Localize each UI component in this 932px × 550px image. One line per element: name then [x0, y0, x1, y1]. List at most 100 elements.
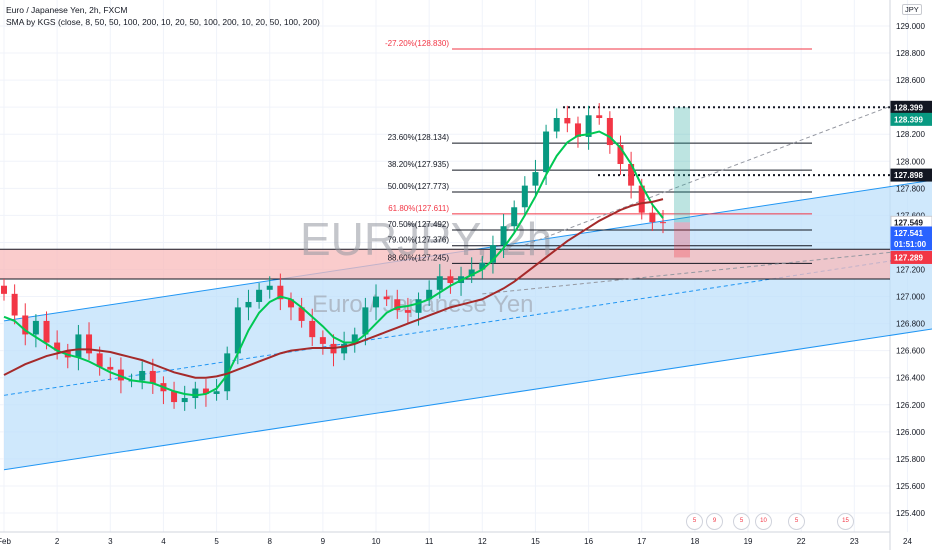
fib-label: 79.00%(127.376) — [388, 236, 450, 245]
time-tick-label: 4 — [161, 537, 166, 546]
time-tick-label: 9 — [321, 537, 326, 546]
candle-body — [660, 222, 666, 224]
channel-lower-line — [3, 328, 932, 471]
price-tick-label: 128.600 — [896, 76, 925, 85]
price-tick-label: 126.400 — [896, 374, 925, 383]
candle-body — [213, 391, 220, 394]
candle-body — [309, 320, 316, 338]
time-tick-label: 5 — [214, 537, 219, 546]
candle-body — [171, 391, 178, 403]
time-tick-label: 22 — [797, 537, 806, 546]
time-tick-label: 12 — [478, 537, 487, 546]
chart-title: Euro / Japanese Yen, 2h, FXCM — [6, 5, 128, 15]
candle-body — [32, 320, 39, 335]
price-tick-label: 128.800 — [896, 49, 925, 58]
candle-body — [585, 115, 592, 137]
price-tick-label: 127.200 — [896, 266, 925, 275]
time-tick-label: 24 — [903, 537, 912, 546]
candle-body — [447, 276, 454, 284]
candle-body — [394, 299, 401, 311]
time-tick-label: 11 — [425, 537, 434, 546]
candle-body — [287, 299, 294, 308]
time-tick-label: 10 — [372, 537, 381, 546]
economic-event-icon[interactable]: 15 — [837, 513, 854, 530]
candle-body — [489, 245, 496, 263]
price-tick-label: 126.000 — [896, 428, 925, 437]
price-tags: 128.399 128.399 127.898 127.549 127.541 01:51… — [890, 100, 932, 264]
candle-body — [43, 320, 50, 343]
candle-body — [373, 296, 380, 308]
candle-body — [479, 262, 486, 270]
price-tag-label: 127.289 — [894, 253, 923, 262]
currency-badge[interactable]: JPY — [902, 4, 922, 15]
candle-body — [266, 285, 273, 290]
economic-event-icon[interactable]: 5 — [686, 513, 703, 530]
economic-event-icon[interactable]: 10 — [755, 513, 772, 530]
supply-zone — [0, 248, 890, 280]
candle-body — [553, 117, 560, 132]
candle-body — [107, 366, 114, 370]
candle-body — [234, 307, 241, 354]
candle-body — [117, 369, 124, 381]
candle-body — [75, 334, 82, 358]
candle-body — [362, 307, 369, 335]
economic-event-icon[interactable]: 9 — [706, 513, 723, 530]
price-tag-label: 01:51:00 — [894, 240, 927, 249]
candle-body — [1, 285, 7, 294]
candle-body — [500, 226, 507, 246]
time-tick-label: 23 — [850, 537, 859, 546]
candle-body — [574, 123, 581, 137]
candle-body — [468, 269, 475, 277]
price-tick-label: 129.000 — [896, 22, 925, 31]
candle-body — [426, 289, 433, 300]
candle-body — [649, 212, 656, 223]
price-tick-label: 126.600 — [896, 347, 925, 356]
fib-label: 38.20%(127.935) — [388, 160, 450, 169]
event-icons: 5 9 5 10 5 15 — [0, 513, 890, 533]
price-tick-label: 125.800 — [896, 455, 925, 464]
watermark-name: Euro / Japanese Yen — [312, 291, 534, 318]
candle-body — [341, 343, 348, 354]
time-tick-label: 2 — [55, 537, 60, 546]
sma-slow-line — [3, 198, 664, 379]
fib-label: 61.80%(127.611) — [388, 204, 449, 213]
price-tick-label: 126.200 — [896, 401, 925, 410]
dashed-trendline — [482, 251, 896, 295]
candle-body — [404, 310, 411, 313]
candle-body — [224, 353, 231, 392]
price-tag-label: 127.541 — [894, 229, 923, 238]
candle-body — [415, 299, 422, 313]
zone-fill — [0, 249, 890, 279]
candle-body — [383, 296, 390, 300]
time-axis: Feb2345891011121516171819222324 — [0, 537, 912, 546]
time-tick-label: Feb — [0, 537, 11, 546]
stop-box — [674, 222, 690, 258]
candle-body — [298, 307, 305, 321]
price-tag — [890, 237, 932, 251]
target-box — [674, 107, 690, 223]
candle-body — [277, 285, 284, 300]
price-tick-label: 125.400 — [896, 509, 925, 518]
candle-body — [606, 117, 613, 146]
candle-body — [617, 145, 624, 164]
candle-body — [54, 342, 61, 351]
candle-body — [521, 185, 528, 208]
fib-label: 23.60%(128.134) — [388, 133, 450, 142]
price-tick-label: 125.600 — [896, 482, 925, 491]
chart-legend: Euro / Japanese Yen, 2h, FXCM SMA by KGS… — [6, 4, 320, 28]
time-tick-label: 8 — [267, 537, 272, 546]
price-tick-label: 127.000 — [896, 293, 925, 302]
price-tag — [890, 112, 932, 126]
time-tick-label: 17 — [637, 537, 646, 546]
economic-event-icon[interactable]: 5 — [733, 513, 750, 530]
channel-mid-line — [3, 254, 932, 396]
time-tick-label: 16 — [584, 537, 593, 546]
candle-body — [96, 353, 103, 367]
price-axis: 125.400 125.600 125.800 126.000 126.200 126.4… — [896, 22, 925, 518]
price-tick-label: 128.200 — [896, 130, 925, 139]
price-tick-label: 126.800 — [896, 320, 925, 329]
candle-body — [22, 315, 29, 335]
economic-event-icon[interactable]: 5 — [788, 513, 805, 530]
price-tag-label: 128.399 — [894, 115, 923, 124]
